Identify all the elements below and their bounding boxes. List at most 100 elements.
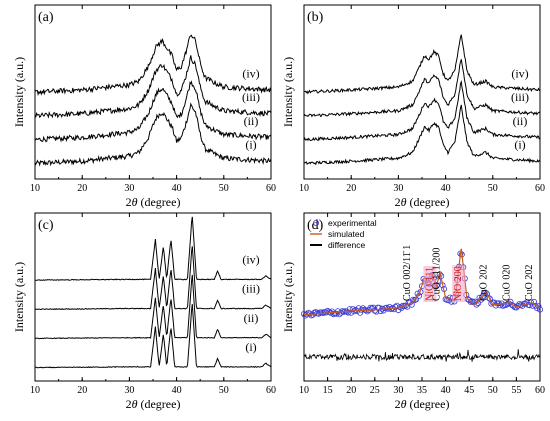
experimental-point — [526, 302, 533, 309]
x-tick-label: 30 — [393, 183, 403, 194]
panel-c: 10 20 30 40 50 60 2θ (degree) Intensity (a.u.) (… — [12, 212, 276, 411]
series-label: (iv) — [242, 66, 259, 80]
x-axis-label: 2θ (degree) — [126, 397, 181, 411]
y-axis-label: Intensity (a.u.) — [12, 262, 26, 332]
annotation-cuo: CuO 202 — [524, 265, 535, 301]
annotation-cuo: CuO 002/11̄ 1 — [402, 245, 413, 301]
x-tick-label: 45 — [464, 385, 474, 396]
x-tick-label: 15 — [323, 385, 333, 396]
difference-line — [303, 349, 541, 362]
series-line-3 — [303, 59, 541, 118]
series-label: (iv) — [511, 66, 528, 80]
x-tick-label: 60 — [535, 183, 545, 194]
x-tick-label: 50 — [488, 183, 498, 194]
experimental-point — [436, 271, 443, 278]
experimental-point — [482, 289, 489, 296]
experimental-point — [306, 310, 313, 317]
x-tick-label: 40 — [172, 183, 182, 194]
y-axis-label: Intensity (a.u.) — [281, 57, 295, 127]
experimental-point — [312, 308, 319, 315]
x-tick-label: 50 — [219, 183, 229, 194]
experimental-point — [383, 304, 390, 311]
annotation-highlight — [452, 265, 466, 302]
x-tick-label: 10 — [299, 385, 309, 396]
series-line-1 — [303, 104, 541, 166]
x-tick-label: 20 — [77, 183, 87, 194]
x-tick-label: 40 — [441, 183, 451, 194]
simulated-line — [304, 248, 541, 316]
series-label: (iii) — [242, 90, 260, 104]
experimental-point — [373, 308, 380, 315]
experimental-point — [469, 298, 476, 305]
experimental-point — [364, 308, 371, 315]
legend-entry: difference — [328, 240, 365, 250]
x-tick-label: 55 — [511, 385, 521, 396]
experimental-point — [396, 304, 403, 311]
experimental-point — [537, 306, 544, 313]
x-axis-label: 2θ (degree) — [126, 195, 181, 209]
x-tick-label: 40 — [441, 385, 451, 396]
series-label: (i) — [514, 138, 525, 152]
series-line-4 — [34, 34, 272, 97]
experimental-point — [376, 304, 383, 311]
annotation-cuo: CuO 111/200 — [431, 248, 442, 301]
x-tick-label: 10 — [30, 385, 40, 396]
experimental-point — [358, 306, 365, 313]
annotation-cuo: CuO 020 — [501, 265, 512, 301]
experimental-point — [300, 310, 307, 317]
experimental-point — [528, 299, 535, 306]
series-label: (iv) — [242, 253, 259, 267]
series-label: (ii) — [244, 114, 259, 128]
x-tick-label: 20 — [346, 183, 356, 194]
series-line-2 — [34, 274, 272, 340]
series-line-4 — [303, 34, 541, 95]
experimental-point — [317, 309, 324, 316]
series-line-3 — [34, 55, 272, 119]
experimental-point — [345, 309, 352, 316]
experimental-point — [483, 290, 490, 297]
panel-d: 10 15 20 25 30 35 40 45 50 55 60 2θ (degree) Intensi… — [281, 212, 545, 411]
experimental-point — [513, 304, 520, 311]
series-line-1 — [34, 304, 272, 369]
annotation-nio: NiO 111 — [424, 267, 435, 301]
experimental-point — [348, 309, 355, 316]
x-tick-label: 50 — [488, 385, 498, 396]
experimental-point — [507, 298, 514, 305]
legend-entry: experimental — [328, 218, 377, 228]
experimental-point — [392, 303, 399, 310]
x-axis-label: 2θ (degree) — [395, 397, 450, 411]
series-line-1 — [34, 102, 272, 167]
panel-label: (c) — [38, 218, 54, 233]
experimental-point — [479, 293, 486, 300]
x-tick-label: 40 — [172, 385, 182, 396]
x-tick-label: 20 — [346, 385, 356, 396]
series-line-4 — [34, 216, 272, 281]
annotation-nio: NiO 200 — [453, 266, 464, 301]
annotation-highlight — [423, 266, 437, 302]
y-axis-label: Intensity (a.u.) — [281, 262, 295, 332]
series-label: (iii) — [242, 282, 260, 296]
panel-a: 10 20 30 40 50 60 2θ (degree) Intensity (a.u.) (… — [12, 4, 276, 209]
x-tick-label: 60 — [266, 385, 276, 396]
x-tick-label: 60 — [266, 183, 276, 194]
experimental-point — [503, 301, 510, 308]
x-tick-label: 30 — [393, 385, 403, 396]
experimental-point — [477, 296, 484, 303]
x-tick-label: 30 — [124, 183, 134, 194]
series-label: (iii) — [511, 90, 529, 104]
series-line-2 — [34, 80, 272, 143]
plot-frame — [34, 212, 272, 382]
series-label: (i) — [245, 340, 256, 354]
x-tick-label: 30 — [124, 385, 134, 396]
experimental-point — [510, 302, 517, 309]
x-tick-label: 20 — [77, 385, 87, 396]
panel-b: 10 20 30 40 50 60 2θ (degree) Intensity (a.u.) (… — [281, 4, 545, 209]
series-label: (ii) — [513, 114, 528, 128]
x-tick-label: 35 — [417, 385, 427, 396]
x-tick-label: 50 — [219, 385, 229, 396]
panel-label: (b) — [307, 10, 324, 25]
x-axis-label: 2θ (degree) — [395, 195, 450, 209]
x-tick-label: 10 — [30, 183, 40, 194]
x-tick-label: 25 — [370, 385, 380, 396]
